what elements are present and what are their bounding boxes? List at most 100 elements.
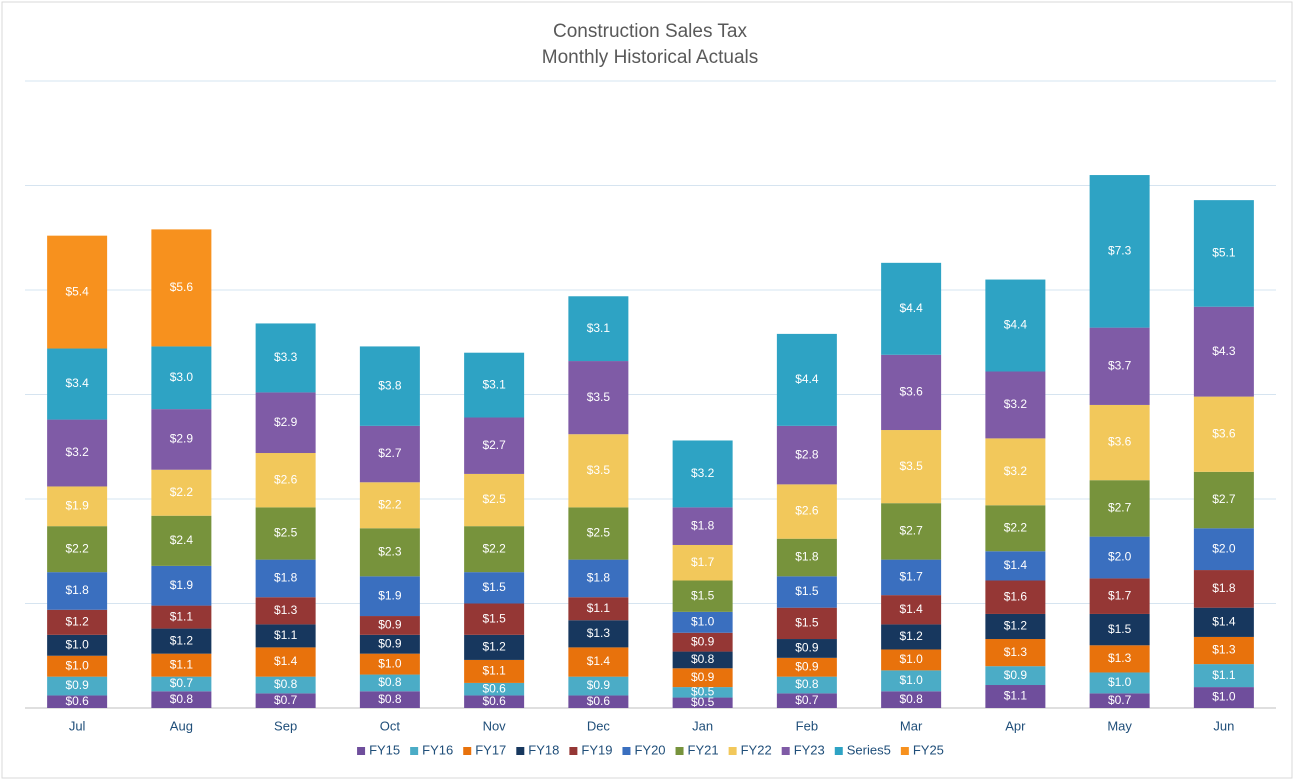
bar-segment — [1089, 327, 1150, 405]
value-label: $3.8 — [378, 378, 402, 392]
value-label: $1.8 — [1212, 581, 1236, 595]
x-tick-label: Sep — [274, 718, 297, 733]
bar-segment — [985, 580, 1046, 614]
bar-segment — [672, 611, 733, 633]
bar-segment — [1089, 693, 1150, 708]
value-label: $1.3 — [1212, 643, 1236, 657]
bar-segment — [1089, 613, 1150, 646]
bar-segment — [255, 693, 316, 708]
value-label: $3.6 — [1108, 435, 1132, 449]
bar-segment — [1193, 570, 1254, 608]
bar-segment — [359, 653, 420, 675]
value-label: $3.2 — [1004, 397, 1028, 411]
x-tick-label: Mar — [900, 718, 923, 733]
bar-segment — [568, 296, 629, 362]
value-label: $1.5 — [795, 584, 819, 598]
value-label: $1.8 — [587, 571, 611, 585]
value-label: $0.6 — [65, 694, 89, 708]
value-label: $1.0 — [1212, 690, 1236, 704]
value-label: $2.5 — [587, 526, 611, 540]
value-label: $0.9 — [587, 678, 611, 692]
bar-segment — [359, 425, 420, 483]
bar-segment — [47, 572, 108, 610]
bar-segment — [881, 691, 942, 708]
bar-segment — [359, 576, 420, 617]
value-label: $1.0 — [691, 614, 715, 628]
x-tick-label: Apr — [1005, 718, 1026, 733]
bar-segment — [1089, 536, 1150, 579]
bar-segment — [568, 620, 629, 648]
value-label: $0.7 — [170, 676, 194, 690]
bar-segment — [776, 538, 837, 577]
value-label: $0.9 — [378, 636, 402, 650]
value-label: $1.0 — [378, 656, 402, 670]
bar-segment — [985, 505, 1046, 552]
value-label: $0.9 — [691, 670, 715, 684]
bar-segment — [47, 348, 108, 420]
bar-segment — [1089, 672, 1150, 694]
legend-label: FY15 — [369, 742, 400, 757]
value-label: $0.8 — [899, 692, 923, 706]
bar-segment — [985, 279, 1046, 372]
value-label: $2.7 — [482, 438, 506, 452]
bar-segment — [359, 528, 420, 577]
bar-segment — [47, 634, 108, 656]
value-label: $1.2 — [482, 640, 506, 654]
value-label: $0.9 — [795, 641, 819, 655]
bar-segment — [985, 666, 1046, 686]
value-label: $5.6 — [170, 280, 194, 294]
bar-segment — [359, 691, 420, 708]
bar-segment — [672, 507, 733, 545]
value-label: $3.2 — [691, 466, 715, 480]
value-label: $1.9 — [378, 588, 402, 602]
x-tick-label: Dec — [587, 718, 611, 733]
value-label: $2.2 — [1004, 520, 1028, 534]
value-label: $2.2 — [65, 541, 89, 555]
x-tick-label: Jun — [1213, 718, 1234, 733]
value-label: $2.2 — [378, 497, 402, 511]
bar-segment — [672, 687, 733, 698]
bar-segment — [359, 616, 420, 635]
bar-segment — [881, 354, 942, 431]
value-label: $0.9 — [691, 634, 715, 648]
legend-label: Series5 — [847, 742, 891, 757]
value-label: $1.0 — [65, 658, 89, 672]
legend-label: FY18 — [528, 742, 559, 757]
value-label: $3.6 — [1212, 426, 1236, 440]
bar-segment — [881, 430, 942, 504]
value-label: $2.2 — [170, 485, 194, 499]
bar-segment — [1089, 645, 1150, 673]
bar-segment — [255, 624, 316, 648]
value-label: $2.0 — [1108, 550, 1132, 564]
bar-segment — [1193, 664, 1254, 688]
value-label: $1.2 — [65, 614, 89, 628]
bar-segment — [881, 595, 942, 625]
bar-segment — [1193, 687, 1254, 708]
value-label: $2.0 — [1212, 541, 1236, 555]
bar-segment — [881, 670, 942, 692]
value-label: $4.4 — [1004, 318, 1028, 332]
value-label: $5.1 — [1212, 246, 1236, 260]
legend-swatch — [834, 747, 843, 755]
bar-segment — [47, 419, 108, 487]
value-label: $0.5 — [691, 695, 715, 709]
bar-segment — [881, 503, 942, 560]
value-label: $2.6 — [274, 472, 298, 486]
legend-swatch — [622, 747, 631, 755]
bar-segment — [1089, 578, 1150, 614]
value-label: $3.7 — [1108, 358, 1132, 372]
legend-swatch — [728, 747, 737, 755]
bar-segment — [464, 659, 525, 683]
bar-segment — [464, 603, 525, 635]
bar-segment — [568, 676, 629, 696]
value-label: $0.8 — [795, 677, 819, 691]
bar-segment — [359, 674, 420, 692]
bar-segment — [255, 647, 316, 677]
value-label: $2.9 — [274, 415, 298, 429]
bar-segment — [255, 597, 316, 625]
bar-segment — [255, 453, 316, 508]
value-label: $1.4 — [587, 654, 611, 668]
bar-segment — [47, 655, 108, 677]
bar-segment — [47, 676, 108, 696]
